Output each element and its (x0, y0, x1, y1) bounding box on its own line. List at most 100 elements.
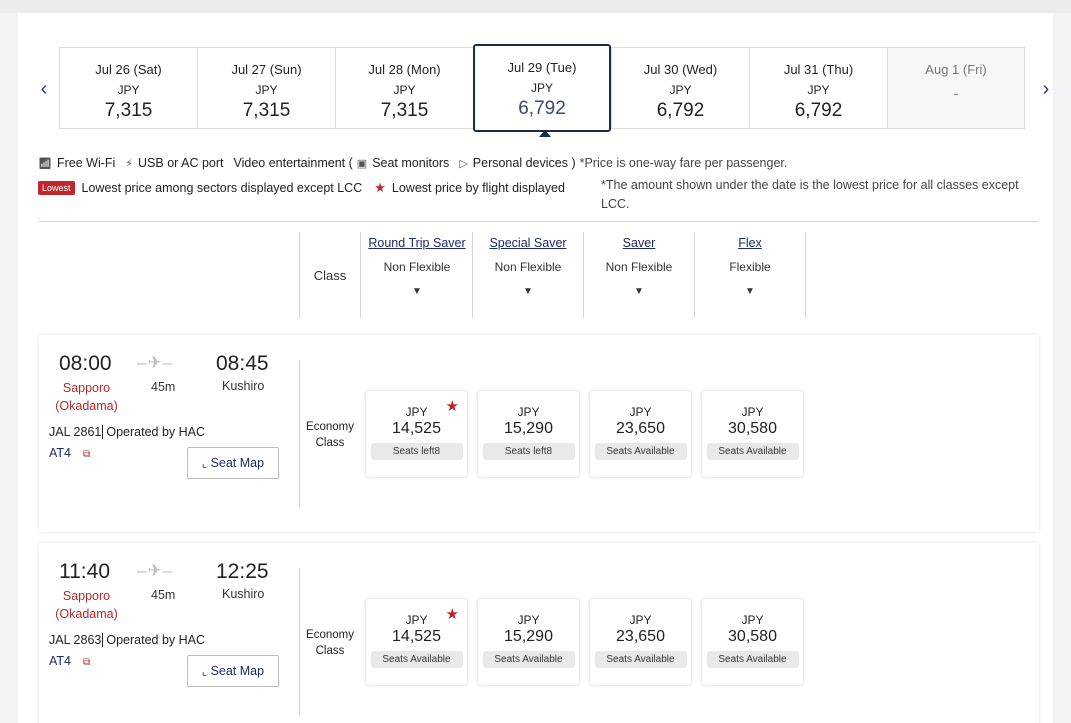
legend-usb: ⚡︎ USB or AC port (125, 156, 223, 170)
amenity-legend: 📶︎ Free Wi-Fi ⚡︎ USB or AC port Video en… (38, 156, 787, 170)
fare-price: 14,525 (392, 628, 441, 645)
legend-wifi: 📶︎ Free Wi-Fi (38, 156, 115, 170)
departure-airport: (Okadama) (55, 399, 118, 413)
seats-badge: Seats Available (594, 443, 687, 460)
seats-badge: Seats Available (594, 651, 687, 668)
date-currency: JPY (117, 83, 140, 97)
fare-option[interactable]: ★ JPY 14,525 Seats Available (366, 599, 467, 685)
departure-city-name: Sapporo (62, 589, 111, 603)
departure-city: Sapporo (Okadama) (49, 587, 124, 623)
seats-badge: Seats Available (706, 651, 799, 668)
fare-option[interactable]: JPY 23,650 Seats Available (590, 599, 691, 685)
fare-name-link[interactable]: Flex (738, 236, 762, 250)
date-label: Aug 1 (Fri) (925, 62, 987, 77)
legend-personal-devices: ▷ Personal devices ) (459, 156, 575, 170)
date-cell[interactable]: Jul 28 (Mon) JPY 7,315 (335, 47, 473, 129)
video-label: Video entertainment ( (233, 156, 353, 170)
divider (299, 568, 300, 715)
date-cell-unavailable: Aug 1 (Fri) - (887, 47, 1025, 129)
personal-devices-label: Personal devices ) (472, 156, 576, 170)
fare-price: 23,650 (616, 628, 665, 645)
fare-currency: JPY (405, 613, 428, 627)
airplane-icon: –✈– (137, 353, 174, 372)
fare-name-link[interactable]: Saver (622, 236, 656, 250)
seat-map-button[interactable]: ⌞ Seat Map (187, 655, 279, 687)
seat-icon: ⌞ (201, 458, 208, 470)
seat-map-button[interactable]: ⌞ Seat Map (187, 447, 279, 479)
aircraft-type: AT4 (49, 446, 71, 460)
fare-option[interactable]: JPY 15,290 Seats left8 (478, 391, 579, 477)
fare-option[interactable]: ★ JPY 14,525 Seats left8 (366, 391, 467, 477)
prev-date-arrow-icon[interactable]: ‹ (40, 78, 48, 100)
fare-header-saver: Saver Non Flexible ▼ (584, 232, 695, 318)
flight-number: JAL 2863 (49, 633, 102, 647)
fare-currency: JPY (741, 405, 764, 419)
seats-badge: Seats Available (706, 443, 799, 460)
fare-price: 30,580 (728, 628, 777, 645)
expand-down-icon[interactable]: ▼ (634, 286, 644, 297)
fare-currency: JPY (405, 405, 428, 419)
date-label: Jul 31 (Thu) (783, 62, 854, 77)
price-note: *Price is one-way fare per passenger. (579, 156, 788, 170)
date-price: 6,792 (656, 100, 705, 121)
fare-option[interactable]: JPY 30,580 Seats Available (702, 599, 803, 685)
departure-time: 11:40 (59, 560, 110, 583)
aircraft-type: AT4 (49, 654, 71, 668)
lowest-flight-label: Lowest price by flight displayed (391, 181, 565, 195)
fare-price: 15,290 (504, 420, 553, 437)
cabin-class-line1: Economy (306, 421, 354, 433)
date-cell-selected[interactable]: Jul 29 (Tue) JPY 6,792 (473, 44, 611, 137)
arrival-city: Kushiro (222, 379, 265, 393)
expand-down-icon[interactable]: ▼ (745, 286, 755, 297)
fare-flex-label: Non Flexible (605, 260, 673, 274)
fare-currency: JPY (517, 613, 540, 627)
seats-badge: Seats left8 (370, 443, 463, 460)
date-label: Jul 28 (Mon) (368, 62, 441, 77)
flight-number: JAL 2861 (49, 425, 102, 439)
divider (38, 221, 1038, 222)
fare-name-link[interactable]: Special Saver (489, 236, 567, 250)
external-link-icon: ⧉ (83, 657, 91, 668)
fare-option[interactable]: JPY 15,290 Seats Available (478, 599, 579, 685)
seat-map-label: Seat Map (210, 664, 265, 678)
fare-header-round-trip-saver: Round Trip Saver Non Flexible ▼ (362, 232, 473, 318)
cabin-class: Economy Class (301, 627, 359, 659)
flight-info: JAL 2863 Operated by HAC (49, 633, 205, 647)
aircraft-link[interactable]: AT4 ⧉ (49, 446, 90, 460)
date-price: 6,792 (794, 100, 843, 121)
lowest-badge: Lowest (38, 181, 75, 195)
expand-down-icon[interactable]: ▼ (412, 286, 422, 297)
fare-option[interactable]: JPY 30,580 Seats Available (702, 391, 803, 477)
lowest-legend: Lowest Lowest price among sectors displa… (38, 180, 565, 196)
fare-flex-label: Flexible (729, 260, 771, 274)
date-currency: JPY (807, 83, 830, 97)
date-cell[interactable]: Jul 26 (Sat) JPY 7,315 (59, 47, 197, 129)
aircraft-link[interactable]: AT4 ⧉ (49, 654, 90, 668)
date-cell[interactable]: Jul 30 (Wed) JPY 6,792 (611, 47, 749, 129)
date-label: Jul 29 (Tue) (507, 60, 577, 75)
expand-down-icon[interactable]: ▼ (523, 286, 533, 297)
seat-monitor-icon: ▣ (356, 157, 368, 170)
fare-header-flex: Flex Flexible ▼ (695, 232, 806, 318)
cabin-class-line1: Economy (306, 629, 354, 641)
fare-currency: JPY (517, 405, 540, 419)
fare-currency: JPY (629, 405, 652, 419)
play-circle-icon: ▷ (459, 157, 468, 170)
duration: 45m (151, 380, 176, 394)
date-cell[interactable]: Jul 31 (Thu) JPY 6,792 (749, 47, 887, 129)
fare-name-link[interactable]: Round Trip Saver (368, 236, 466, 250)
date-cell[interactable]: Jul 27 (Sun) JPY 7,315 (197, 47, 335, 129)
seats-badge: Seats Available (370, 651, 463, 668)
seat-icon: ⌞ (201, 666, 208, 678)
legend-seat-monitors: ▣ Seat monitors (357, 156, 450, 170)
cabin-class: Economy Class (301, 419, 359, 451)
usb-label: USB or AC port (138, 156, 224, 170)
departure-city: Sapporo (Okadama) (49, 379, 124, 415)
arrival-time: 08:45 (216, 352, 269, 375)
top-strip (0, 0, 1071, 13)
lowest-star-icon: ★ (445, 398, 459, 415)
next-date-arrow-icon[interactable]: › (1042, 78, 1050, 100)
date-price: 7,315 (380, 100, 429, 121)
fare-option[interactable]: JPY 23,650 Seats Available (590, 391, 691, 477)
date-price: - (953, 85, 959, 101)
